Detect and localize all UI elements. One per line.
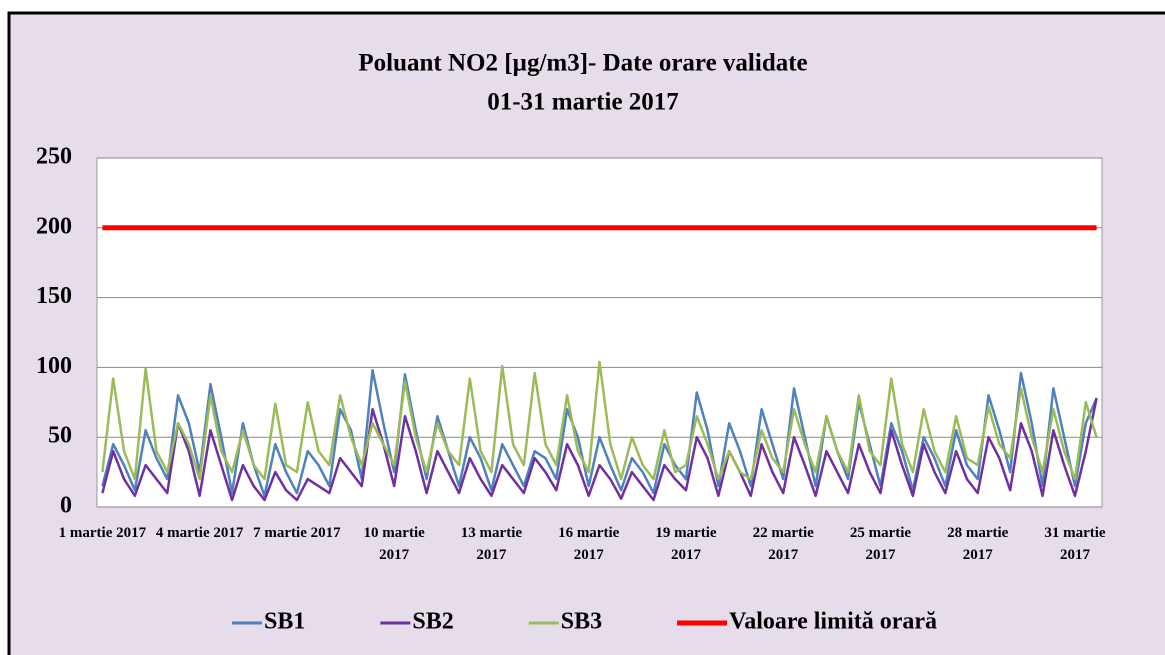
chart-subtitle: 01-31 martie 2017 bbox=[487, 89, 679, 116]
x-tick-label: 28 martie 2017 bbox=[947, 525, 1009, 563]
x-tick-label: 7 martie 2017 bbox=[253, 525, 341, 541]
x-tick-label: 10 martie 2017 bbox=[363, 525, 425, 563]
legend-label: SB1 bbox=[264, 609, 305, 635]
x-tick-label: 4 martie 2017 bbox=[155, 525, 244, 541]
legend-label: SB2 bbox=[412, 609, 453, 635]
legend-label: Valoare limită orară bbox=[729, 609, 937, 635]
x-tick-label: 22 martie 2017 bbox=[752, 525, 814, 563]
series-line bbox=[101, 397, 1098, 502]
chart-title: Poluant NO2 [µg/m3]- Date orare validate bbox=[358, 50, 807, 77]
x-tick-label: 31 martie 2017 bbox=[1044, 525, 1106, 563]
y-tick-label: 50 bbox=[48, 423, 72, 449]
y-tick-label: 150 bbox=[36, 283, 72, 309]
x-tick-label: 19 martie 2017 bbox=[655, 525, 717, 563]
series-line bbox=[101, 368, 1098, 498]
series-line bbox=[101, 360, 1098, 481]
legend-label: SB3 bbox=[561, 609, 602, 635]
y-tick-label: 100 bbox=[36, 353, 72, 379]
y-tick-label: 0 bbox=[60, 493, 72, 519]
y-tick-label: 250 bbox=[36, 144, 72, 170]
x-tick-label: 25 martie 2017 bbox=[849, 525, 912, 563]
x-tick-label: 13 martie 2017 bbox=[460, 525, 523, 563]
x-tick-label: 1 martie 2017 bbox=[58, 525, 147, 541]
y-tick-label: 200 bbox=[36, 213, 72, 239]
x-tick-label: 16 martie 2017 bbox=[558, 525, 620, 563]
